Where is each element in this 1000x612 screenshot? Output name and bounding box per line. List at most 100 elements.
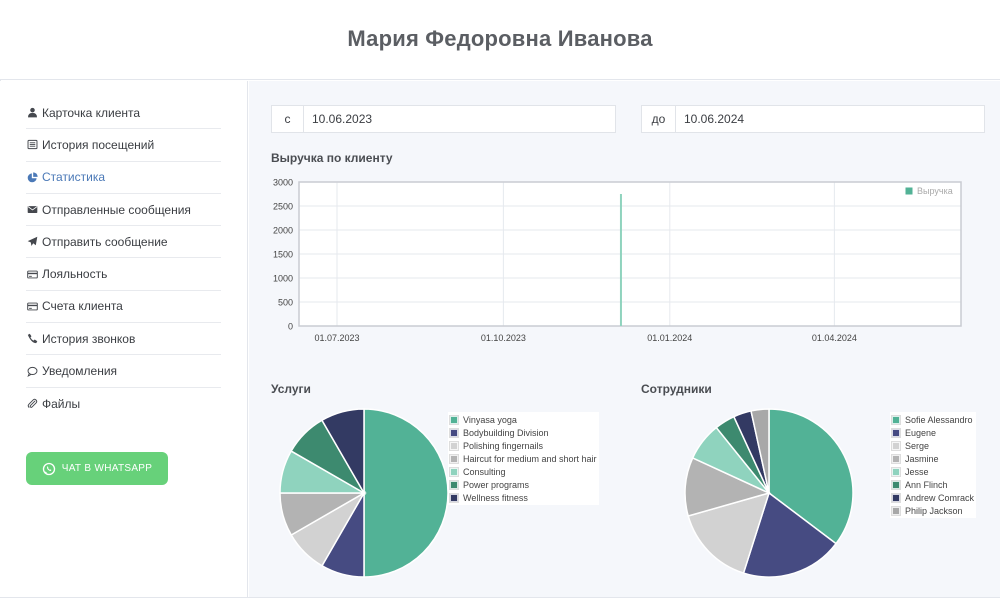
services-legend-item: Consulting	[449, 465, 597, 478]
card-icon	[26, 300, 38, 312]
legend-swatch	[449, 479, 459, 490]
user-icon	[26, 107, 38, 119]
footer-divider	[0, 597, 1000, 612]
legend-label: Vinyasa yoga	[463, 414, 517, 425]
staff-slice	[768, 408, 854, 545]
staff-legend: Sofie Alessandro Eugene Serge Jasmine Jesse A…	[890, 412, 977, 518]
sidebar-item-6[interactable]: Лояльность	[26, 258, 221, 291]
x-tick-label: 01.07.2023	[314, 333, 359, 343]
date-from-group: с	[271, 105, 616, 133]
services-legend-item: Power programs	[449, 478, 597, 491]
x-tick-label: 01.10.2023	[481, 333, 526, 343]
revenue-chart: 0 500 1000 1500 2000 2500 3000 01.07.2023 01.10.…	[269, 178, 969, 348]
legend-label: Serge	[905, 440, 930, 451]
services-legend-item: Wellness fitness	[449, 491, 597, 504]
paperclip-icon	[26, 398, 38, 410]
sidebar-item-4[interactable]: Отправленные сообщения	[26, 194, 221, 227]
pie-chart-icon	[26, 171, 38, 183]
legend-label: Andrew Comrack	[905, 492, 975, 503]
y-tick-label: 500	[278, 298, 293, 308]
whatsapp-button-label: ЧАТ В WHATSAPP	[61, 463, 153, 474]
staff-legend-item: Sofie Alessandro	[891, 413, 974, 426]
legend-label: Sofie Alessandro	[905, 414, 973, 425]
services-slice	[320, 408, 365, 496]
legend-swatch	[449, 453, 459, 464]
services-slice	[363, 408, 449, 578]
list-icon	[26, 139, 38, 151]
legend-swatch	[449, 466, 459, 477]
legend-label: Выручка	[917, 186, 953, 196]
staff-slice	[742, 491, 838, 578]
legend-swatch	[449, 440, 459, 451]
legend-swatch	[891, 492, 901, 503]
staff-chart-title: Сотрудники	[641, 382, 712, 396]
staff-legend-item: Jesse	[891, 465, 974, 478]
whatsapp-icon	[42, 462, 55, 475]
legend-label: Haircut for medium and short hair	[463, 453, 597, 464]
services-legend-item: Bodybuilding Division	[449, 426, 597, 439]
sidebar-item-1[interactable]: Карточка клиента	[26, 97, 221, 130]
date-to-input[interactable]	[676, 106, 984, 132]
legend-swatch	[891, 414, 901, 425]
sidebar-item-3[interactable]: Статистика	[26, 162, 221, 194]
sidebar-item-label: Отправленные сообщения	[42, 202, 191, 217]
statistics-panel: с до Выручка по клиенту 0 500 1000 1500 2000…	[249, 81, 1000, 597]
legend-swatch	[449, 492, 459, 503]
staff-legend-item: Ann Flinch	[891, 478, 974, 491]
legend-swatch	[891, 479, 901, 490]
x-tick-label: 01.01.2024	[647, 333, 692, 343]
sidebar-item-5[interactable]: Отправить сообщение	[26, 226, 221, 259]
staff-slice	[687, 491, 771, 574]
sidebar-item-label: Статистика	[42, 170, 106, 185]
date-from-input[interactable]	[304, 106, 615, 132]
sidebar-item-label: Счета клиента	[42, 299, 123, 314]
page-header: Мария Федоровна Иванова	[0, 0, 1000, 80]
legend-swatch	[904, 186, 914, 196]
paper-plane-icon	[26, 236, 38, 248]
sidebar-item-label: Отправить сообщение	[42, 234, 168, 249]
legend-label: Eugene	[905, 427, 937, 438]
phone-icon	[26, 333, 38, 345]
sidebar-item-label: Карточка клиента	[42, 105, 141, 120]
sidebar-item-label: История посещений	[42, 137, 155, 152]
legend-label: Bodybuilding Division	[463, 427, 549, 438]
staff-slice	[750, 408, 770, 494]
staff-legend-item: Eugene	[891, 426, 974, 439]
x-tick-label: 01.04.2024	[812, 333, 857, 343]
whatsapp-chat-button[interactable]: ЧАТ В WHATSAPP	[26, 452, 168, 485]
legend-label: Polishing fingernails	[463, 440, 544, 451]
plot-border	[298, 181, 962, 327]
services-pie-chart	[279, 408, 449, 578]
services-legend-item: Vinyasa yoga	[449, 413, 597, 426]
date-from-prefix: с	[272, 106, 304, 132]
staff-legend-item: Andrew Comrack	[891, 491, 975, 504]
legend-swatch	[891, 505, 901, 516]
legend-swatch	[449, 414, 459, 425]
legend-swatch	[891, 440, 901, 451]
sidebar-item-10[interactable]: Файлы	[26, 388, 221, 420]
client-name-title: Мария Федоровна Иванова	[347, 26, 653, 51]
sidebar-item-7[interactable]: Счета клиента	[26, 291, 221, 324]
comment-icon	[26, 365, 38, 377]
sidebar-item-2[interactable]: История посещений	[26, 129, 221, 162]
staff-pie-svg	[684, 408, 854, 578]
legend-label: Jasmine	[905, 453, 939, 464]
y-tick-label: 2500	[273, 202, 293, 212]
sidebar-item-9[interactable]: Уведомления	[26, 355, 221, 388]
staff-legend-item: Philip Jackson	[891, 504, 974, 517]
legend-label: Philip Jackson	[905, 505, 963, 516]
y-tick-label: 2000	[273, 226, 293, 236]
legend-swatch	[449, 427, 459, 438]
legend-swatch	[891, 427, 901, 438]
legend-label: Ann Flinch	[905, 479, 948, 490]
envelope-icon	[26, 204, 38, 216]
revenue-chart-title: Выручка по клиенту	[271, 151, 393, 165]
date-to-prefix: до	[642, 106, 676, 132]
legend-label: Power programs	[463, 479, 530, 490]
y-tick-label: 3000	[273, 178, 293, 188]
sidebar-item-8[interactable]: История звонков	[26, 323, 221, 356]
staff-legend-item: Jasmine	[891, 452, 974, 465]
staff-legend-item: Serge	[891, 439, 974, 452]
sidebar-item-label: Файлы	[42, 396, 81, 411]
legend-label: Consulting	[463, 466, 506, 477]
